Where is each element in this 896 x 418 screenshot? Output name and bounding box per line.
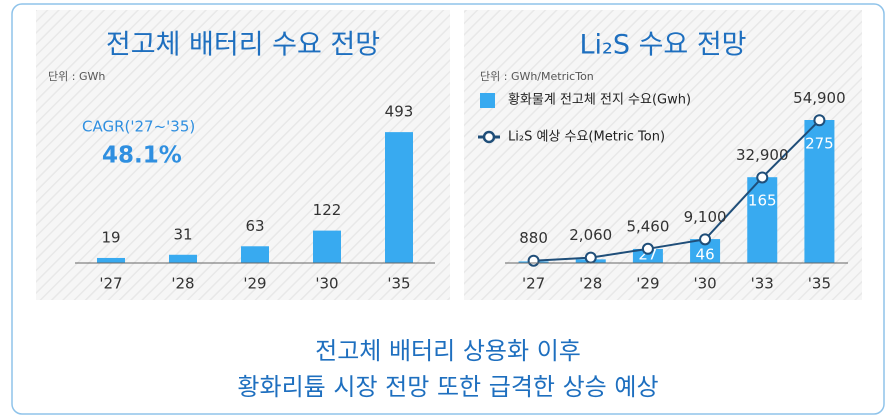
value-label: 493 [385,103,414,121]
chart-title: 전고체 배터리 수요 전망 [106,30,380,61]
value-label: 2,060 [569,226,612,244]
unit-label: 단위 : GWh/MetricTon [480,70,594,83]
value-label: 275 [805,135,834,153]
x-tick-label: '27 [99,275,122,293]
value-label: 54,900 [793,89,846,107]
x-tick-label: '27 [522,275,545,293]
x-tick-label: '30 [693,275,716,293]
point [756,171,769,184]
x-tick-label: '35 [387,275,410,293]
point [527,254,540,267]
legend-marker [482,130,496,144]
x-tick-label: '35 [808,275,831,293]
point [641,242,654,255]
unit-label: 단위 : GWh [48,70,105,83]
point [584,251,597,264]
value-label: 63 [245,217,264,235]
x-tick-label: '33 [751,275,774,293]
x-tick-label: '29 [243,275,266,293]
x-tick-label: '28 [579,275,602,293]
bar [690,239,721,263]
annotation: 48.1% [102,143,182,169]
caption: 전고체 배터리 상용화 이후 [315,337,581,365]
legend-swatch [480,93,495,108]
value-label: 9,100 [684,208,727,226]
value-label: 31 [173,225,192,243]
line [533,119,821,262]
value-label: 122 [313,201,342,219]
x-tick-label: '30 [315,275,338,293]
value-label: 32,900 [736,146,789,164]
value-label: 165 [748,192,777,210]
bar [385,132,413,263]
value-label: 880 [519,229,548,247]
legend-label: Li₂S 예상 수요(Metric Ton) [508,130,665,145]
bar [313,230,341,263]
point [699,233,712,246]
bar [97,257,125,263]
bar [747,177,778,263]
panel [464,10,862,300]
bar [632,248,663,263]
value-label: 5,460 [626,217,669,235]
legend-label: 황화물계 전고체 전지 수요(Gwh) [508,93,691,108]
x-tick-label: '28 [171,275,194,293]
bar [804,120,835,263]
bar [169,254,197,263]
point [813,114,826,127]
x-tick-label: '29 [636,275,659,293]
bar [241,246,269,263]
chart-title: Li₂S 수요 전망 [579,30,746,61]
annotation: CAGR('27~'35) [82,118,195,136]
value-label: 46 [696,246,715,264]
caption: 황화리튬 시장 전망 또한 급격한 상승 예상 [237,373,658,401]
value-label: 19 [101,228,120,246]
